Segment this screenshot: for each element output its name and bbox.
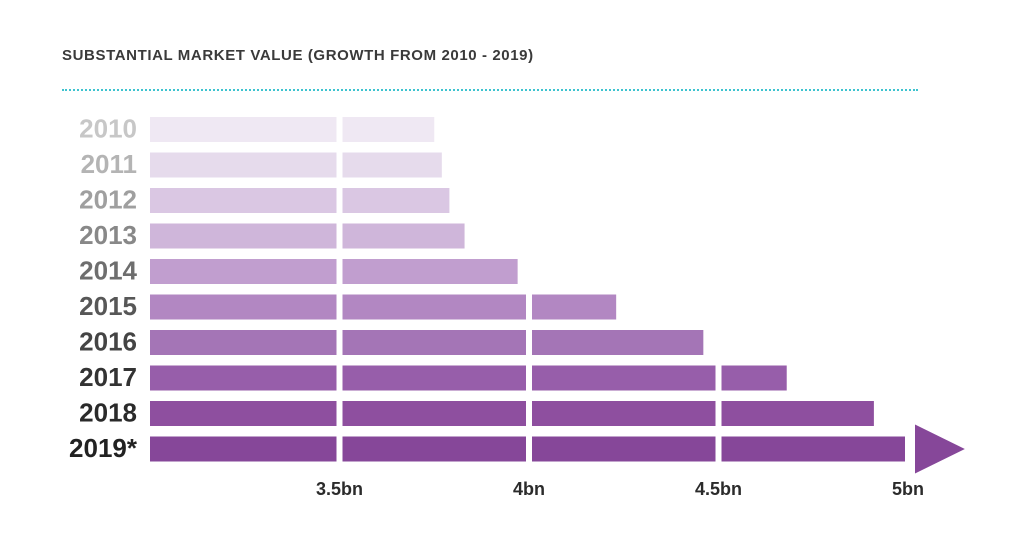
year-labels-group: 2010 2011 2012 2013 2014 2015 2016 2017 2018 2019… — [69, 113, 138, 463]
chart-title: SUBSTANTIAL MARKET VALUE (GROWTH FROM 20… — [62, 47, 534, 64]
year-label-2015: 2015 — [79, 291, 137, 321]
year-label-2014: 2014 — [79, 255, 137, 285]
title-divider — [62, 89, 918, 91]
x-tick-label-3: 4.5bn — [695, 479, 742, 499]
year-label-2018: 2018 — [79, 397, 137, 427]
bar-2019-segment-2 — [342, 436, 526, 462]
bar-2013-segment-2 — [342, 223, 465, 249]
bar-2016-segment-1 — [150, 330, 337, 355]
bar-2017-segment-4 — [721, 365, 787, 391]
year-label-2012: 2012 — [79, 184, 137, 214]
x-tick-label-1: 3.5bn — [316, 479, 363, 499]
year-label-2017: 2017 — [79, 362, 137, 392]
bar-2019-segment-3 — [532, 436, 716, 462]
bar-2019-arrowhead — [915, 424, 965, 474]
bar-2019-segment-1 — [150, 436, 337, 462]
bar-2016-segment-2 — [342, 330, 526, 355]
bar-2015-segment-1 — [150, 294, 337, 320]
bar-2017-segment-2 — [342, 365, 526, 391]
bars-group — [150, 117, 965, 474]
bar-2010-segment-1 — [150, 117, 337, 142]
bar-2011-segment-1 — [150, 152, 337, 178]
bar-2016-segment-3 — [532, 330, 704, 355]
bar-2011-segment-2 — [342, 152, 442, 178]
bar-2018-segment-2 — [342, 401, 526, 426]
bar-2018-segment-1 — [150, 401, 337, 426]
bar-2014-segment-2 — [342, 259, 518, 284]
bar-2013-segment-1 — [150, 223, 337, 249]
x-tick-label-2: 4bn — [513, 479, 545, 499]
year-label-2011: 2011 — [81, 149, 137, 179]
x-tick-label-4: 5bn — [892, 479, 924, 499]
bar-2015-segment-2 — [342, 294, 526, 320]
bar-2010-segment-2 — [342, 117, 435, 142]
bar-2019-segment-4 — [721, 436, 905, 462]
x-tick-labels-group: 3.5bn 4bn 4.5bn 5bn — [316, 479, 924, 499]
bar-2018-segment-4 — [721, 401, 874, 426]
bar-2012-segment-1 — [150, 188, 337, 213]
bar-2017-segment-1 — [150, 365, 337, 391]
bar-2017-segment-3 — [532, 365, 716, 391]
bar-2014-segment-1 — [150, 259, 337, 284]
bar-2012-segment-2 — [342, 188, 450, 213]
bar-2015-segment-3 — [532, 294, 617, 320]
year-label-2016: 2016 — [79, 326, 137, 356]
year-label-2013: 2013 — [79, 220, 137, 250]
year-label-2010: 2010 — [79, 113, 137, 143]
year-label-2019: 2019* — [69, 433, 138, 463]
bar-2018-segment-3 — [532, 401, 716, 426]
